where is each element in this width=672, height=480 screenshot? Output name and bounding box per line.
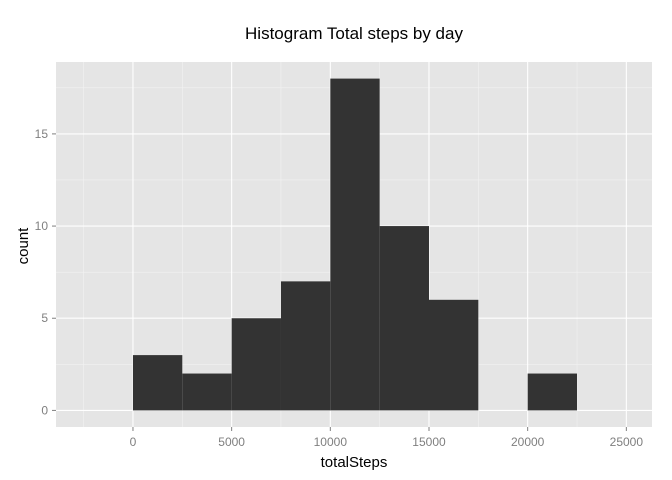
y-tick-label: 10 [35,219,49,233]
x-tick-label: 20000 [511,435,545,449]
x-tick-label: 5000 [218,435,245,449]
axis-ticks: 0 5000 10000 15000 20000 25000 0 5 10 15 [35,127,644,449]
histogram-bar [379,226,429,411]
histogram-bar [280,281,331,411]
x-axis-title: totalSteps [321,454,388,471]
chart-title: Histogram Total steps by day [245,24,463,43]
y-axis-title: count [15,227,32,265]
x-tick-label: 10000 [314,435,348,449]
x-tick-label: 0 [130,435,137,449]
histogram-bar [527,373,578,411]
histogram-bar [132,355,183,411]
histogram-bars [132,78,578,411]
y-tick-label: 0 [41,403,48,417]
y-tick-label: 5 [41,311,48,325]
x-tick-label: 15000 [412,435,446,449]
histogram-bar [182,373,232,411]
histogram-bar [428,299,479,411]
x-tick-label: 25000 [610,435,644,449]
histogram-bar [330,78,380,411]
y-tick-label: 15 [35,127,49,141]
histogram-bar [231,318,281,411]
